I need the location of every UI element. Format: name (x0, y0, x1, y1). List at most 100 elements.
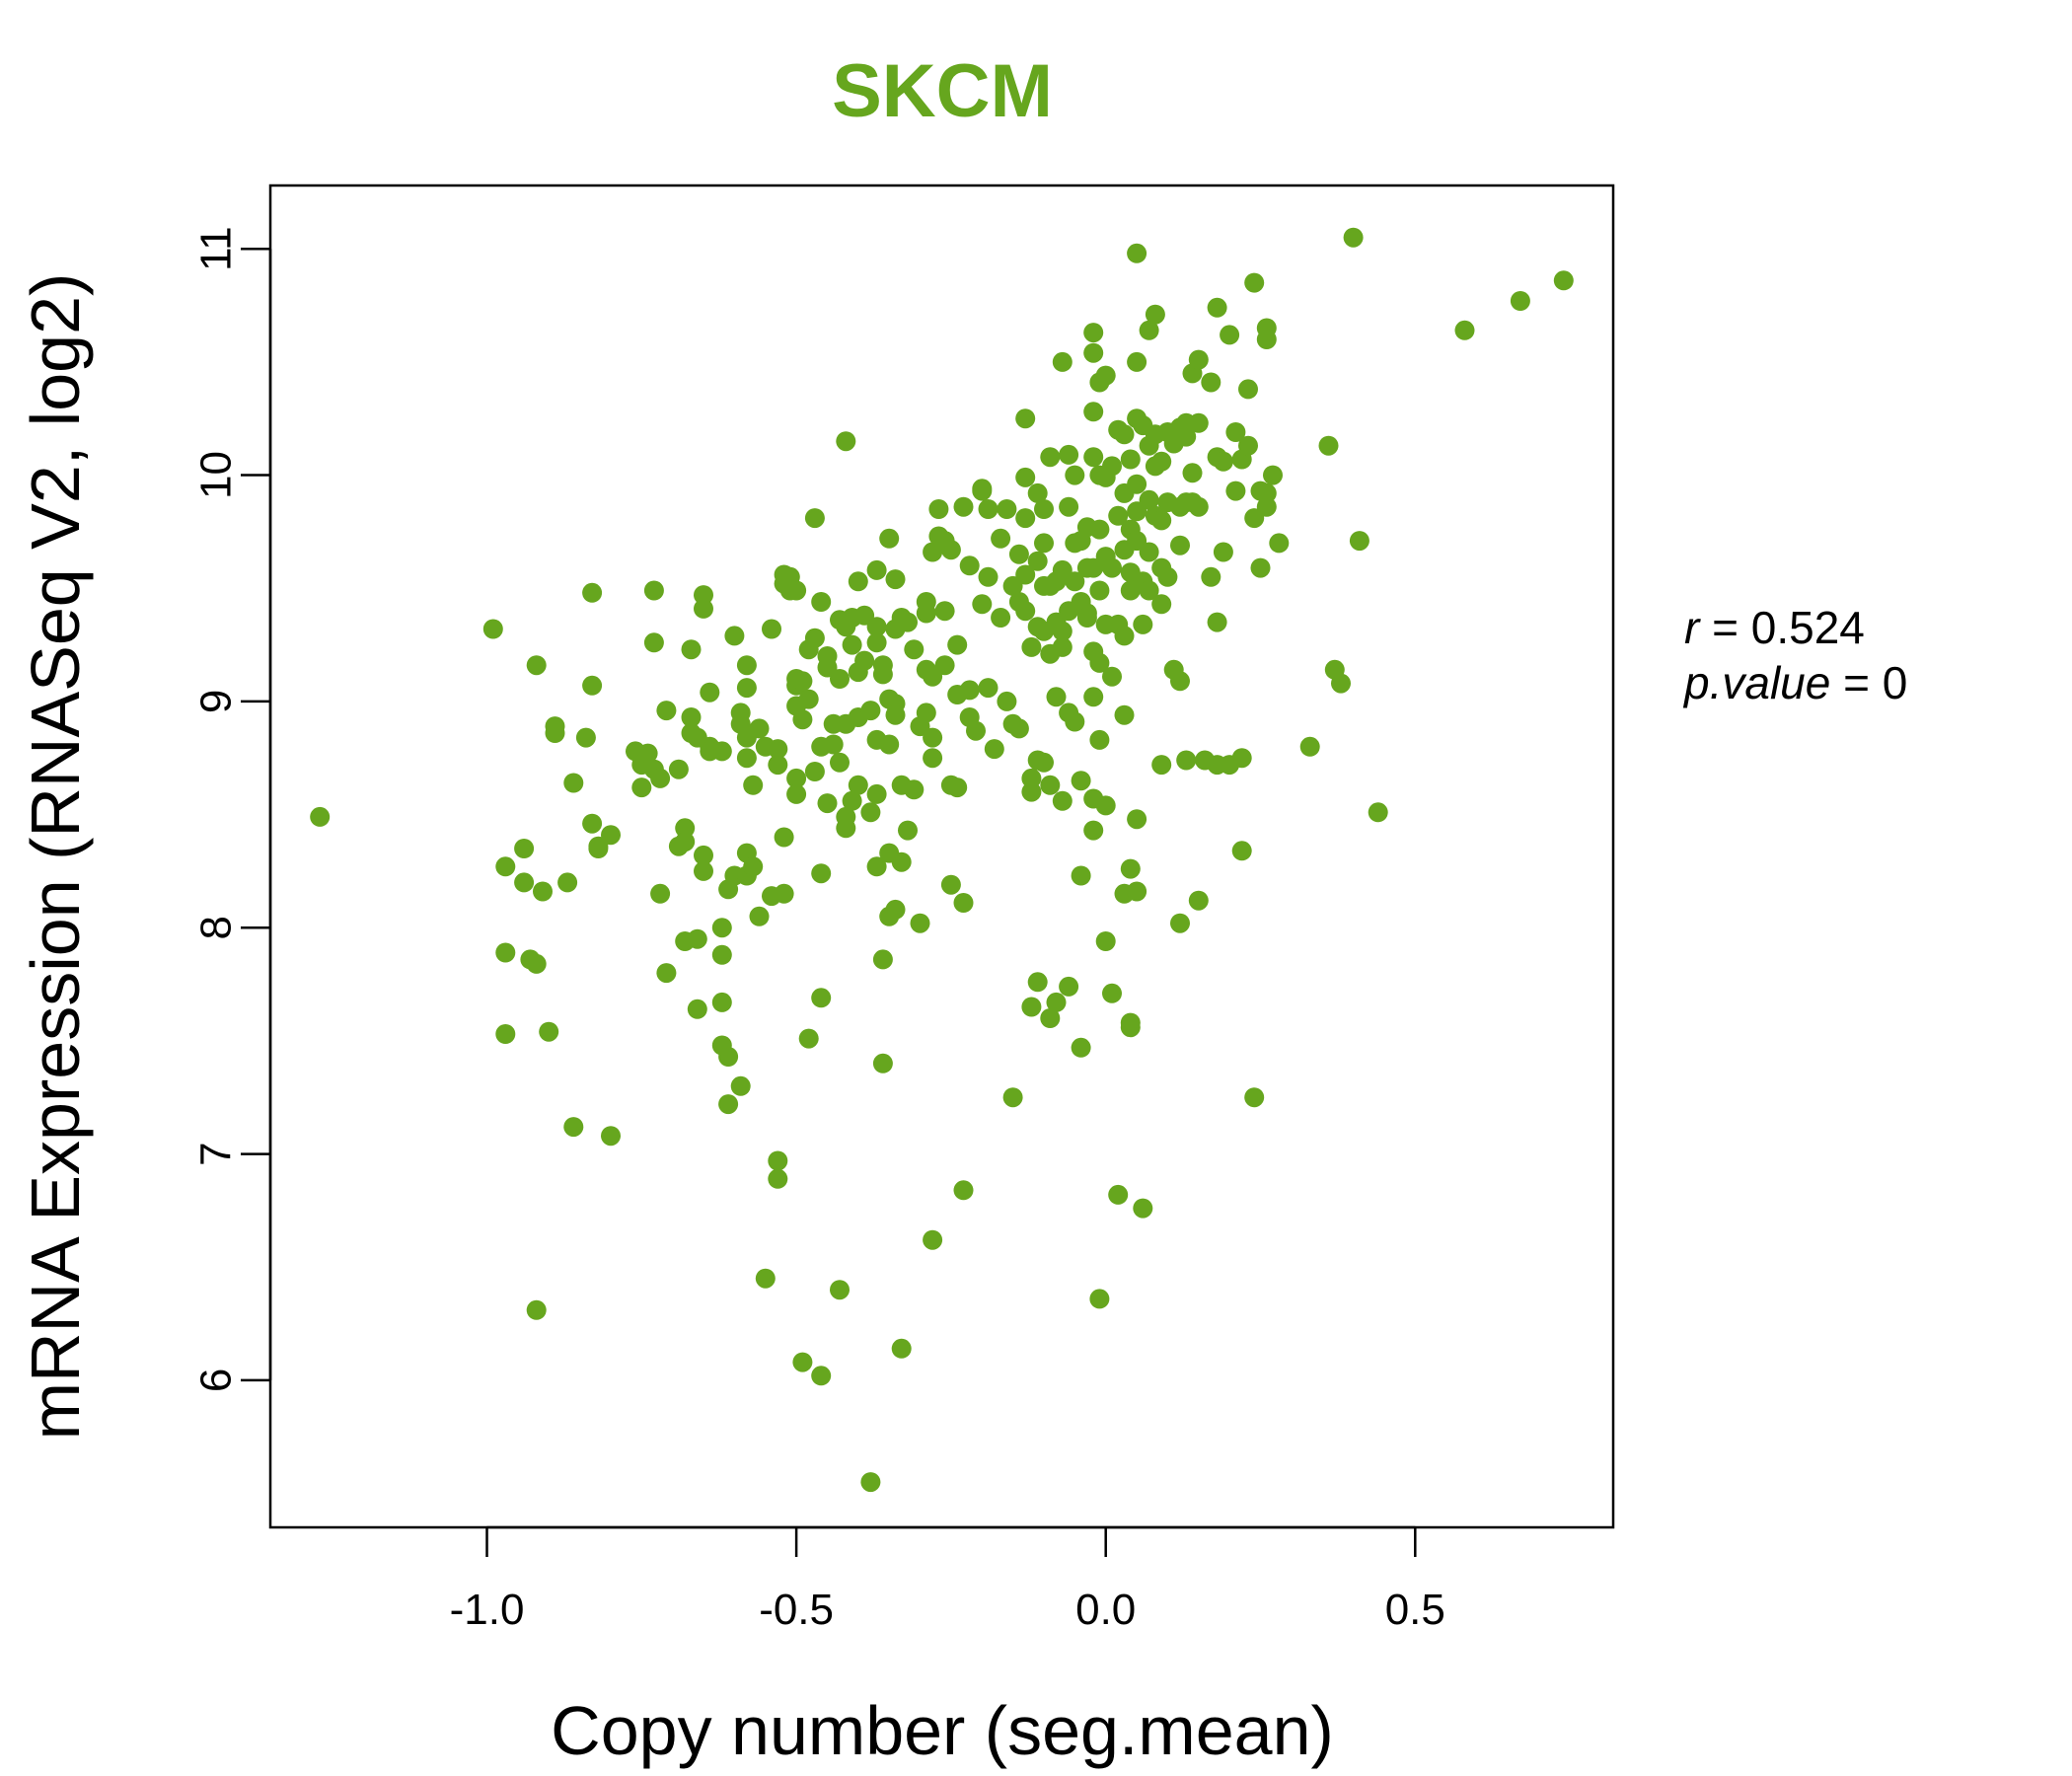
data-point-262 (1076, 608, 1097, 628)
data-point-312 (1127, 809, 1147, 830)
data-point-243 (1052, 636, 1073, 657)
y-tick-label-5: 11 (191, 226, 240, 271)
data-point-279 (1095, 365, 1116, 386)
data-point-215 (1015, 564, 1036, 585)
data-point-165 (904, 779, 925, 800)
data-point-388 (1368, 802, 1388, 823)
y-tick-label-0: 6 (191, 1369, 240, 1392)
stat-p: p.value = 0 (1682, 657, 1907, 708)
data-point-177 (928, 499, 949, 519)
data-point-8 (526, 655, 547, 676)
data-point-328 (1151, 510, 1172, 531)
data-point-345 (1176, 750, 1197, 771)
data-point-174 (923, 748, 943, 769)
data-point-182 (940, 874, 961, 895)
data-point-145 (872, 664, 893, 685)
data-point-313 (1127, 881, 1147, 902)
data-point-118 (830, 752, 850, 773)
data-point-25 (601, 1126, 621, 1147)
data-point-14 (545, 723, 565, 743)
y-tick-label-4: 10 (191, 451, 240, 499)
data-point-125 (836, 818, 856, 839)
data-point-43 (681, 639, 702, 660)
x-axis-label: Copy number (seg.mean) (551, 1692, 1334, 1769)
data-point-128 (842, 790, 862, 811)
data-point-305 (1120, 1017, 1141, 1038)
data-point-4 (495, 1024, 516, 1044)
data-point-235 (1040, 1008, 1061, 1028)
data-point-317 (1133, 1198, 1153, 1219)
stat-r: r = 0.524 (1684, 602, 1865, 653)
data-point-381 (1269, 533, 1290, 554)
data-point-360 (1213, 451, 1233, 472)
data-point-231 (1040, 447, 1061, 468)
data-point-138 (866, 559, 887, 580)
data-point-293 (1114, 424, 1135, 445)
data-point-67 (730, 703, 751, 723)
y-axis-label: mRNA Expression (RNASeq V2, log2) (17, 273, 94, 1441)
data-point-379 (1256, 496, 1277, 517)
data-point-250 (1065, 465, 1085, 485)
data-point-30 (643, 580, 664, 601)
data-point-95 (786, 783, 807, 804)
x-tick-label-1: -0.5 (759, 1586, 834, 1634)
data-point-36 (656, 963, 677, 984)
data-point-361 (1213, 542, 1233, 562)
data-point-265 (1083, 402, 1104, 422)
data-point-186 (947, 777, 968, 798)
data-point-42 (681, 707, 702, 727)
data-point-114 (817, 646, 838, 666)
data-point-97 (786, 580, 807, 601)
data-point-240 (1052, 351, 1073, 372)
data-point-148 (879, 528, 900, 549)
data-point-320 (1139, 489, 1159, 510)
data-point-278 (1089, 1289, 1110, 1309)
data-point-252 (1065, 571, 1085, 592)
data-point-16 (563, 773, 584, 793)
data-point-131 (848, 571, 868, 592)
data-point-23 (588, 839, 609, 858)
data-point-347 (1182, 463, 1203, 483)
data-point-35 (656, 701, 677, 721)
data-point-31 (643, 632, 664, 653)
data-point-386 (1343, 227, 1364, 248)
data-point-149 (879, 734, 900, 755)
data-point-49 (694, 598, 713, 619)
x-tick-label-0: -1.0 (450, 1586, 525, 1634)
data-point-369 (1238, 379, 1258, 400)
data-point-203 (991, 608, 1011, 628)
data-point-34 (650, 883, 671, 904)
data-point-40 (675, 832, 696, 852)
data-point-130 (848, 775, 868, 795)
data-point-113 (817, 793, 838, 814)
data-point-242 (1052, 621, 1073, 641)
data-point-73 (736, 655, 757, 676)
y-tick-label-3: 9 (191, 690, 240, 713)
data-point-28 (631, 777, 652, 798)
data-point-15 (557, 872, 578, 893)
x-tick-label-3: 0.5 (1385, 1586, 1445, 1634)
data-point-222 (1027, 551, 1048, 571)
data-point-227 (1034, 533, 1054, 554)
stat-r-value: 0.524 (1751, 602, 1865, 653)
data-point-339 (1170, 535, 1190, 555)
data-point-39 (675, 818, 696, 839)
data-point-94 (786, 768, 807, 788)
data-point-187 (947, 634, 968, 655)
data-point-134 (854, 650, 875, 671)
data-point-391 (1553, 270, 1574, 291)
data-point-89 (774, 827, 794, 848)
data-point-365 (1225, 481, 1246, 501)
data-point-221 (1027, 482, 1048, 503)
data-point-234 (1040, 775, 1061, 795)
data-point-285 (1102, 456, 1122, 477)
chart-title: SKCM (832, 49, 1053, 133)
data-point-367 (1231, 841, 1252, 861)
data-point-330 (1151, 594, 1172, 615)
data-point-349 (1188, 349, 1209, 370)
data-point-10 (526, 1299, 547, 1320)
data-point-216 (1015, 601, 1036, 622)
data-point-246 (1059, 496, 1079, 517)
data-point-117 (830, 669, 850, 689)
